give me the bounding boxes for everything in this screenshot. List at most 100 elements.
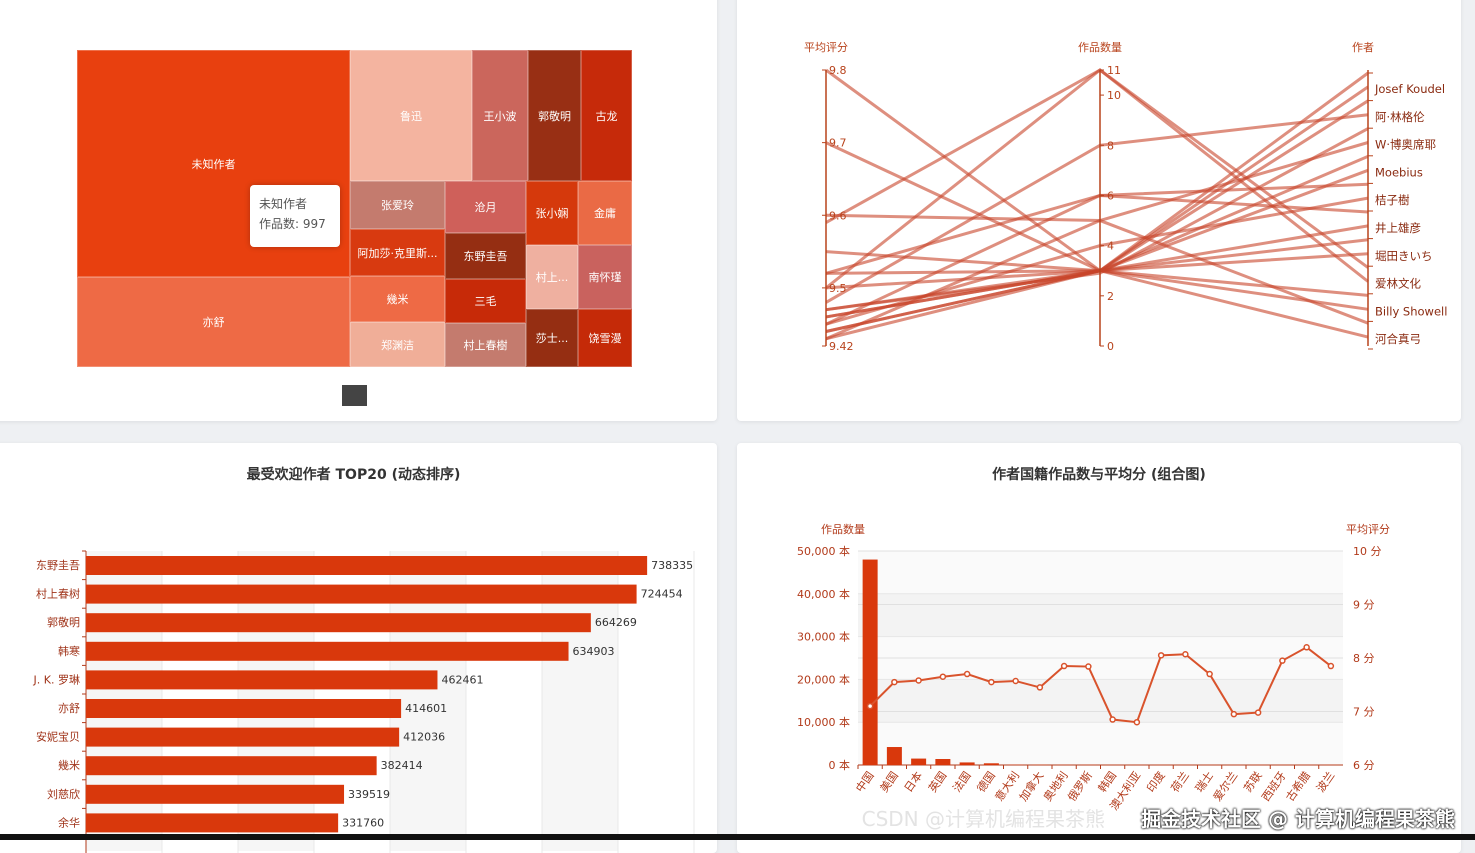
right-tick-label: 7 分 <box>1353 706 1375 719</box>
data-label: 664269 <box>595 616 637 629</box>
left-tick-label: 20,000 本 <box>797 672 850 686</box>
category-label: 韩国 <box>1095 769 1119 795</box>
treemap-node[interactable]: 莎士... <box>526 309 578 367</box>
bar <box>984 763 999 765</box>
bar <box>86 585 637 604</box>
category-label: 俄罗斯 <box>1065 769 1095 803</box>
category-label: 奥地利 <box>1040 769 1070 804</box>
treemap-node[interactable]: 金庸 <box>578 181 632 245</box>
treemap-node[interactable]: 张爱玲 <box>350 181 445 229</box>
treemap-node[interactable]: 张小娴 <box>526 181 578 245</box>
right-axis-name: 平均评分 <box>1346 523 1390 536</box>
treemap-node-label: 古龙 <box>596 108 618 124</box>
treemap-node-label: 莎士... <box>536 330 569 346</box>
watermark: 掘金技术社区 @ 计算机编程果茶熊 <box>1141 803 1455 832</box>
author-label: 阿·林格伦 <box>1375 110 1425 124</box>
treemap-node[interactable]: 幾米 <box>350 276 445 322</box>
treemap-card: 未知作者亦舒 鲁迅 王小波郭敬明古龙张爱玲阿加莎·克里斯... 幾米郑渊洁 沧月东野圭吾… <box>0 0 717 421</box>
treemap-breadcrumb-button[interactable] <box>342 385 367 406</box>
treemap-node-label: 未知作者 <box>192 156 236 172</box>
treemap-node[interactable]: 饶雪漫 <box>578 309 632 367</box>
line-point <box>916 678 921 683</box>
treemap-node[interactable]: 三毛 <box>445 279 526 323</box>
line-point <box>1037 685 1042 690</box>
line-point <box>1183 652 1188 657</box>
treemap-node[interactable]: 村上... <box>526 245 578 309</box>
category-label: 瑞士 <box>1192 769 1216 795</box>
tick-label: 6 <box>1107 189 1114 202</box>
treemap-node[interactable]: 东野圭吾 <box>445 233 526 279</box>
treemap-node[interactable]: 阿加莎·克里斯... <box>350 229 445 276</box>
author-label: 井上雄彦 <box>1375 221 1421 235</box>
bar <box>86 756 377 775</box>
category-label: 意大利 <box>992 769 1022 804</box>
treemap-node[interactable]: 亦舒 <box>77 277 350 367</box>
grid-band <box>858 722 1343 765</box>
bar <box>86 642 569 661</box>
grid-band <box>858 551 1343 594</box>
bar <box>86 556 647 575</box>
treemap-node[interactable]: 郭敬明 <box>528 50 581 181</box>
line-point <box>1159 653 1164 658</box>
tick-label: 9.5 <box>829 282 847 295</box>
right-tick-label: 8 分 <box>1353 652 1375 665</box>
category-label: 东野圭吾 <box>36 559 80 572</box>
treemap-node[interactable]: 郑渊洁 <box>350 322 445 367</box>
right-tick-label: 9 分 <box>1353 599 1375 612</box>
nationality-combo-chart: 0 本10,000 本20,000 本30,000 本40,000 本50,00… <box>737 443 1461 853</box>
treemap-node[interactable]: 村上春樹 <box>445 323 526 367</box>
treemap-node-label: 幾米 <box>387 291 409 307</box>
treemap-node[interactable]: 王小波 <box>472 50 528 181</box>
tick-label: 9.6 <box>829 209 847 222</box>
treemap-node-label: 张爱玲 <box>381 197 414 213</box>
data-label: 412036 <box>403 731 445 744</box>
data-label: 634903 <box>573 645 615 658</box>
tick-label: 4 <box>1107 240 1114 253</box>
line-point <box>1207 672 1212 677</box>
treemap-node-label: 鲁迅 <box>400 108 422 124</box>
category-label: 幾米 <box>58 759 80 772</box>
treemap-node-label: 郑渊洁 <box>381 337 414 353</box>
category-label: 波兰 <box>1314 769 1337 794</box>
bar <box>863 560 878 765</box>
category-label: 中国 <box>853 769 876 794</box>
data-label: 462461 <box>441 673 483 686</box>
treemap-node-label: 沧月 <box>475 199 497 215</box>
category-label: 日本 <box>901 769 925 795</box>
tick-label: 9.8 <box>829 64 847 77</box>
bar <box>887 747 902 765</box>
treemap-node[interactable]: 古龙 <box>581 50 632 181</box>
category-label: 余华 <box>58 815 80 829</box>
tooltip-name: 未知作者 <box>259 194 331 214</box>
line-point <box>1231 712 1236 717</box>
axis-name: 作者 <box>1352 41 1374 54</box>
bar <box>911 759 926 765</box>
line-point <box>1013 679 1018 684</box>
treemap-node[interactable]: 鲁迅 <box>350 50 472 181</box>
treemap-node-label: 南怀瑾 <box>589 269 622 285</box>
line-point <box>892 680 897 685</box>
line-point <box>965 672 970 677</box>
line-point <box>868 704 873 709</box>
author-label: Josef Koudel <box>1374 82 1445 96</box>
treemap-node-label: 张小娴 <box>536 205 569 221</box>
treemap-node[interactable]: 南怀瑾 <box>578 245 632 309</box>
data-label: 331760 <box>342 816 384 829</box>
line-point <box>1328 664 1333 669</box>
bar <box>86 813 338 832</box>
tick-label: 2 <box>1107 290 1114 303</box>
grid-band <box>858 594 1343 637</box>
author-label: Billy Showell <box>1375 304 1447 318</box>
parallel-chart: 平均评分作品数量作者9.89.79.69.59.42111086420Josef… <box>737 0 1461 421</box>
treemap-node-label: 村上... <box>536 269 569 285</box>
treemap-node-label: 阿加莎·克里斯... <box>358 245 438 261</box>
bar <box>935 759 950 765</box>
treemap-node[interactable]: 沧月 <box>445 181 526 233</box>
treemap-chart: 未知作者亦舒 鲁迅 王小波郭敬明古龙张爱玲阿加莎·克里斯... 幾米郑渊洁 沧月东野圭吾… <box>77 50 632 367</box>
bar <box>86 670 437 689</box>
tooltip-value: 作品数: 997 <box>259 214 331 234</box>
category-label: 荷兰 <box>1169 769 1192 794</box>
